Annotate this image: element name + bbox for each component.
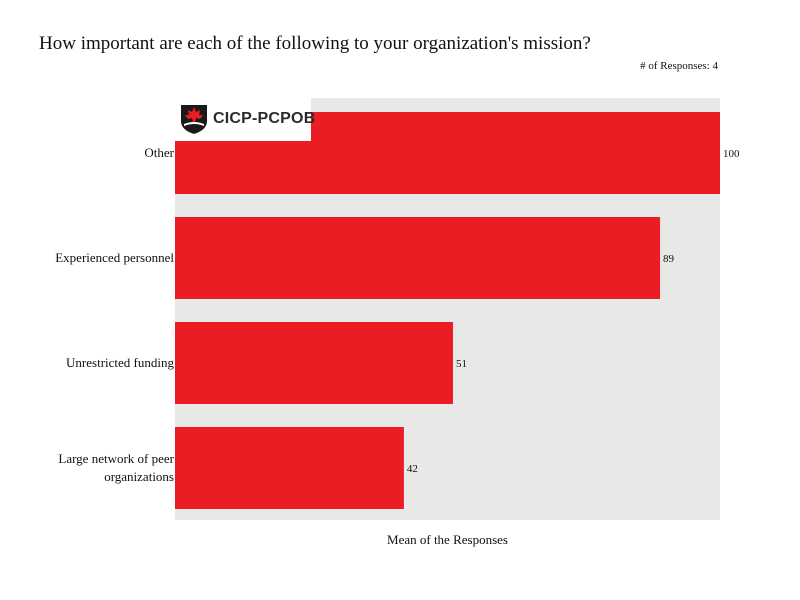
maple-leaf-shield-icon [181,105,207,134]
category-label-0: Other [144,145,174,160]
category-label-2: Unrestricted funding [66,355,174,370]
chart-title: How important are each of the following … [39,33,591,54]
bar-value-label-1: 89 [663,253,675,265]
x-axis-label: Mean of the Responses [387,532,508,547]
bar-2 [175,322,453,404]
bar-value-label-3: 42 [407,463,418,475]
logo: CICP-PCPOB [175,98,315,141]
bar-value-label-2: 51 [456,358,467,370]
responses-count-note: # of Responses: 4 [640,60,718,72]
bar-3 [175,427,404,509]
logo-text: CICP-PCPOB [213,110,316,127]
bar-1 [175,217,661,299]
bar-value-label-0: 100 [723,148,740,160]
category-label-3: Large network of peer organizations [58,451,174,484]
category-label-1: Experienced personnel [55,250,174,265]
